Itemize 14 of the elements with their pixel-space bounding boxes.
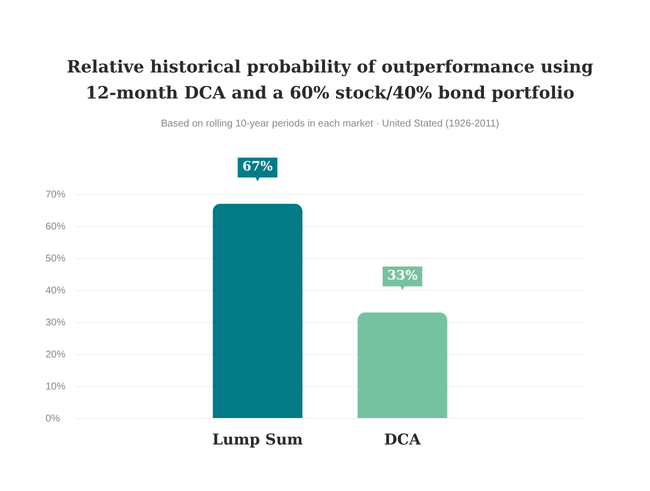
- data-label: 67%: [242, 160, 274, 175]
- x-tick-label: Lump Sum: [212, 430, 303, 448]
- y-tick-label: 20%: [46, 350, 66, 360]
- x-tick-label: DCA: [384, 430, 422, 448]
- y-tick-label: 10%: [46, 382, 66, 392]
- chart-title: Relative historical probability of outperformance using 12-month DCA and a 60% stock/40% bond portfolio: [66, 58, 594, 104]
- y-tick-label: 0%: [46, 414, 60, 424]
- y-tick-label: 70%: [46, 190, 66, 200]
- y-tick-label: 50%: [46, 254, 66, 264]
- chart-subtitle: Based on rolling 10-year periods in each market · United Stated (1926-2011): [160, 118, 500, 130]
- y-tick-label: 30%: [46, 318, 66, 328]
- data-label: 33%: [387, 268, 418, 284]
- y-tick-label: 40%: [46, 286, 66, 296]
- y-tick-label: 60%: [46, 222, 66, 232]
